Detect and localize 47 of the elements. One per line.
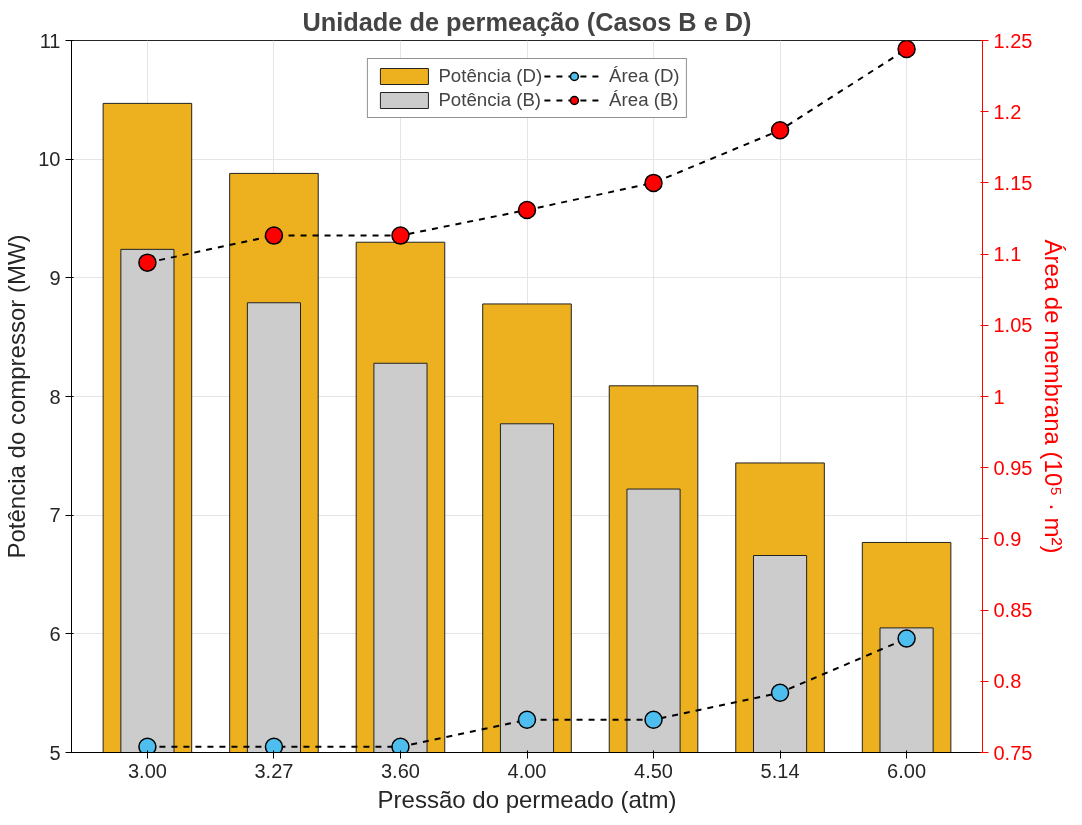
y2-tick-label: 0.95 [993,456,1033,479]
x-tick-label: 4.50 [634,759,673,782]
point [644,710,663,729]
y2-tick-label: 1.25 [993,29,1033,52]
chart-title: Unidade de permeação (Casos B e D) [302,7,752,36]
point [517,200,537,220]
x-tick-label: 4.00 [507,759,547,782]
y2-tick-label: 1 [993,385,1005,408]
point [517,710,537,729]
point [770,120,790,140]
legend-label: Área (D) [609,65,680,87]
point [770,683,790,702]
y2-axis-title: Área de membrana (10⁵ · m²) [1040,239,1068,554]
y2-tick-label: 0.75 [993,741,1033,764]
point [138,737,157,753]
y-tick-label: 7 [49,504,61,527]
y-tick-label: 8 [49,385,61,408]
point [264,737,284,753]
point [138,253,157,272]
x-tick-label: 6.00 [887,759,927,782]
x-tick-label: 3.60 [381,759,420,782]
legend-label: Potência (B) [438,89,542,111]
x-tick-label: 3.27 [254,759,294,782]
y-axis-title: Potência do compressor (MW) [3,234,31,559]
y-tick-label: 9 [49,266,61,289]
point [391,737,410,753]
y2-tick-label: 1.05 [993,314,1033,337]
y2-tick-label: 1.1 [993,243,1022,266]
y2-tick-label: 0.85 [993,599,1033,622]
x-tick-label: 5.14 [760,759,800,782]
legend-label: Potência (D) [438,65,543,87]
y-tick-label: 11 [39,29,61,52]
y-tick-label: 6 [49,622,61,645]
point [897,629,916,648]
y2-tick-label: 0.9 [993,527,1022,550]
y2-tick-label: 0.8 [993,670,1022,693]
legend-label: Área (B) [609,89,679,111]
y2-tick-label: 1.15 [993,171,1033,194]
x-tick-label: 3.00 [127,759,167,782]
y-tick-label: 5 [49,741,61,764]
point [264,226,284,245]
y2-tick-label: 1.2 [993,100,1022,123]
y-tick-label: 10 [38,148,61,171]
point [391,226,410,245]
point [897,40,916,59]
x-axis-title: Pressão do permeado (atm) [377,785,677,813]
point [644,173,663,193]
